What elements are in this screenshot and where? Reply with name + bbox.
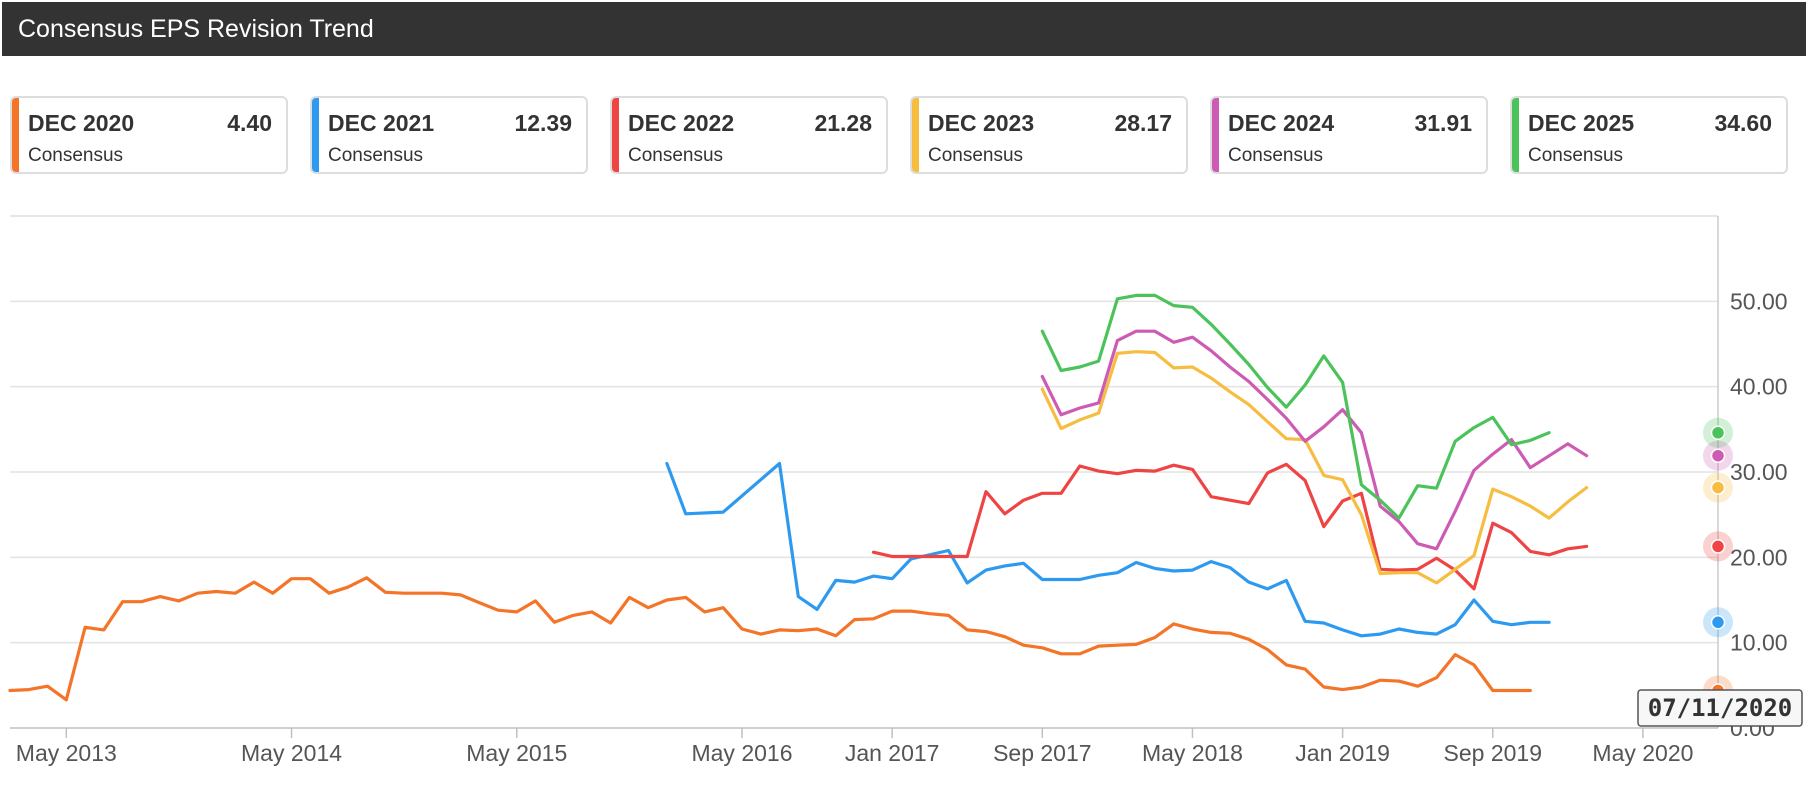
legend-subtitle: Consensus xyxy=(1228,145,1324,166)
legend-label: DEC 2024 xyxy=(1228,110,1335,136)
series-line-dec-2025[interactable] xyxy=(1040,293,1551,520)
y-tick-label: 10.00 xyxy=(1730,630,1788,656)
marker-dot-dec-2024[interactable] xyxy=(1710,448,1726,463)
marker-dot-dec-2021[interactable] xyxy=(1710,615,1726,630)
legend-subtitle: Consensus xyxy=(928,145,1024,166)
legend-value: 4.40 xyxy=(227,110,272,136)
x-tick-label: May 2016 xyxy=(691,740,792,766)
marker-dot-dec-2025[interactable] xyxy=(1710,425,1726,440)
x-tick-label: May 2013 xyxy=(16,740,117,766)
legend-label: DEC 2023 xyxy=(928,110,1035,136)
series-line-dec-2022[interactable] xyxy=(871,462,1589,591)
legend-label: DEC 2021 xyxy=(328,110,435,136)
chart-title-bar: Consensus EPS Revision Trend xyxy=(2,2,1806,56)
y-tick-label: 50.00 xyxy=(1730,288,1788,314)
chart-title: Consensus EPS Revision Trend xyxy=(18,15,374,43)
legend-color-swatch xyxy=(312,98,319,172)
x-tick-label: Sep 2019 xyxy=(1444,740,1542,766)
marker-dot-dec-2023[interactable] xyxy=(1710,480,1726,495)
tooltip-box xyxy=(1637,689,1803,727)
legend-value: 28.17 xyxy=(1114,110,1172,136)
legend: DEC 2020 4.40 Consensus DEC 2021 12.39 C… xyxy=(0,96,1810,176)
x-tick-label: May 2020 xyxy=(1592,740,1693,766)
legend-color-swatch xyxy=(12,98,19,172)
legend-color-swatch xyxy=(912,98,919,172)
legend-color-swatch xyxy=(1212,98,1219,172)
legend-subtitle: Consensus xyxy=(1528,145,1624,166)
legend-item-dec-2022[interactable]: DEC 2022 21.28 Consensus xyxy=(610,96,888,174)
legend-label: DEC 2022 xyxy=(628,110,735,136)
series-line-dec-2021[interactable] xyxy=(665,461,1551,638)
tooltip-date: 07/11/2020 xyxy=(1648,694,1793,722)
legend-subtitle: Consensus xyxy=(628,145,724,166)
x-tick-label: Sep 2017 xyxy=(993,740,1091,766)
date-tooltip: 07/11/2020 xyxy=(1637,689,1803,727)
x-tick-label: May 2014 xyxy=(241,740,342,766)
legend-value: 34.60 xyxy=(1714,110,1772,136)
x-tick-label: May 2018 xyxy=(1142,740,1243,766)
series-lines xyxy=(8,293,1589,702)
x-tick-label: Jan 2019 xyxy=(1295,740,1390,766)
legend-item-dec-2024[interactable]: DEC 2024 31.91 Consensus xyxy=(1210,96,1488,174)
legend-value: 31.91 xyxy=(1414,110,1472,136)
legend-item-dec-2020[interactable]: DEC 2020 4.40 Consensus xyxy=(10,96,288,174)
series-line-dec-2023[interactable] xyxy=(1040,350,1589,585)
legend-label: DEC 2025 xyxy=(1528,110,1635,136)
legend-color-swatch xyxy=(612,98,619,172)
series-line-dec-2024[interactable] xyxy=(1040,329,1589,551)
y-tick-label: 20.00 xyxy=(1730,544,1788,570)
marker-dot-dec-2022[interactable] xyxy=(1710,539,1726,554)
y-tick-label: 40.00 xyxy=(1730,374,1788,400)
gridlines xyxy=(10,215,1718,644)
legend-label: DEC 2020 xyxy=(28,110,135,136)
legend-subtitle: Consensus xyxy=(328,145,424,166)
legend-color-swatch xyxy=(1512,98,1519,172)
legend-item-dec-2025[interactable]: DEC 2025 34.60 Consensus xyxy=(1510,96,1788,174)
x-tick-label: Jan 2017 xyxy=(845,740,940,766)
legend-subtitle: Consensus xyxy=(28,145,124,166)
legend-value: 21.28 xyxy=(814,110,872,136)
y-tick-label: 30.00 xyxy=(1730,459,1788,485)
series-line-dec-2020[interactable] xyxy=(8,576,1532,702)
legend-value: 12.39 xyxy=(514,110,572,136)
x-tick-label: May 2015 xyxy=(466,740,567,766)
legend-item-dec-2021[interactable]: DEC 2021 12.39 Consensus xyxy=(310,96,588,174)
legend-item-dec-2023[interactable]: DEC 2023 28.17 Consensus xyxy=(910,96,1188,174)
